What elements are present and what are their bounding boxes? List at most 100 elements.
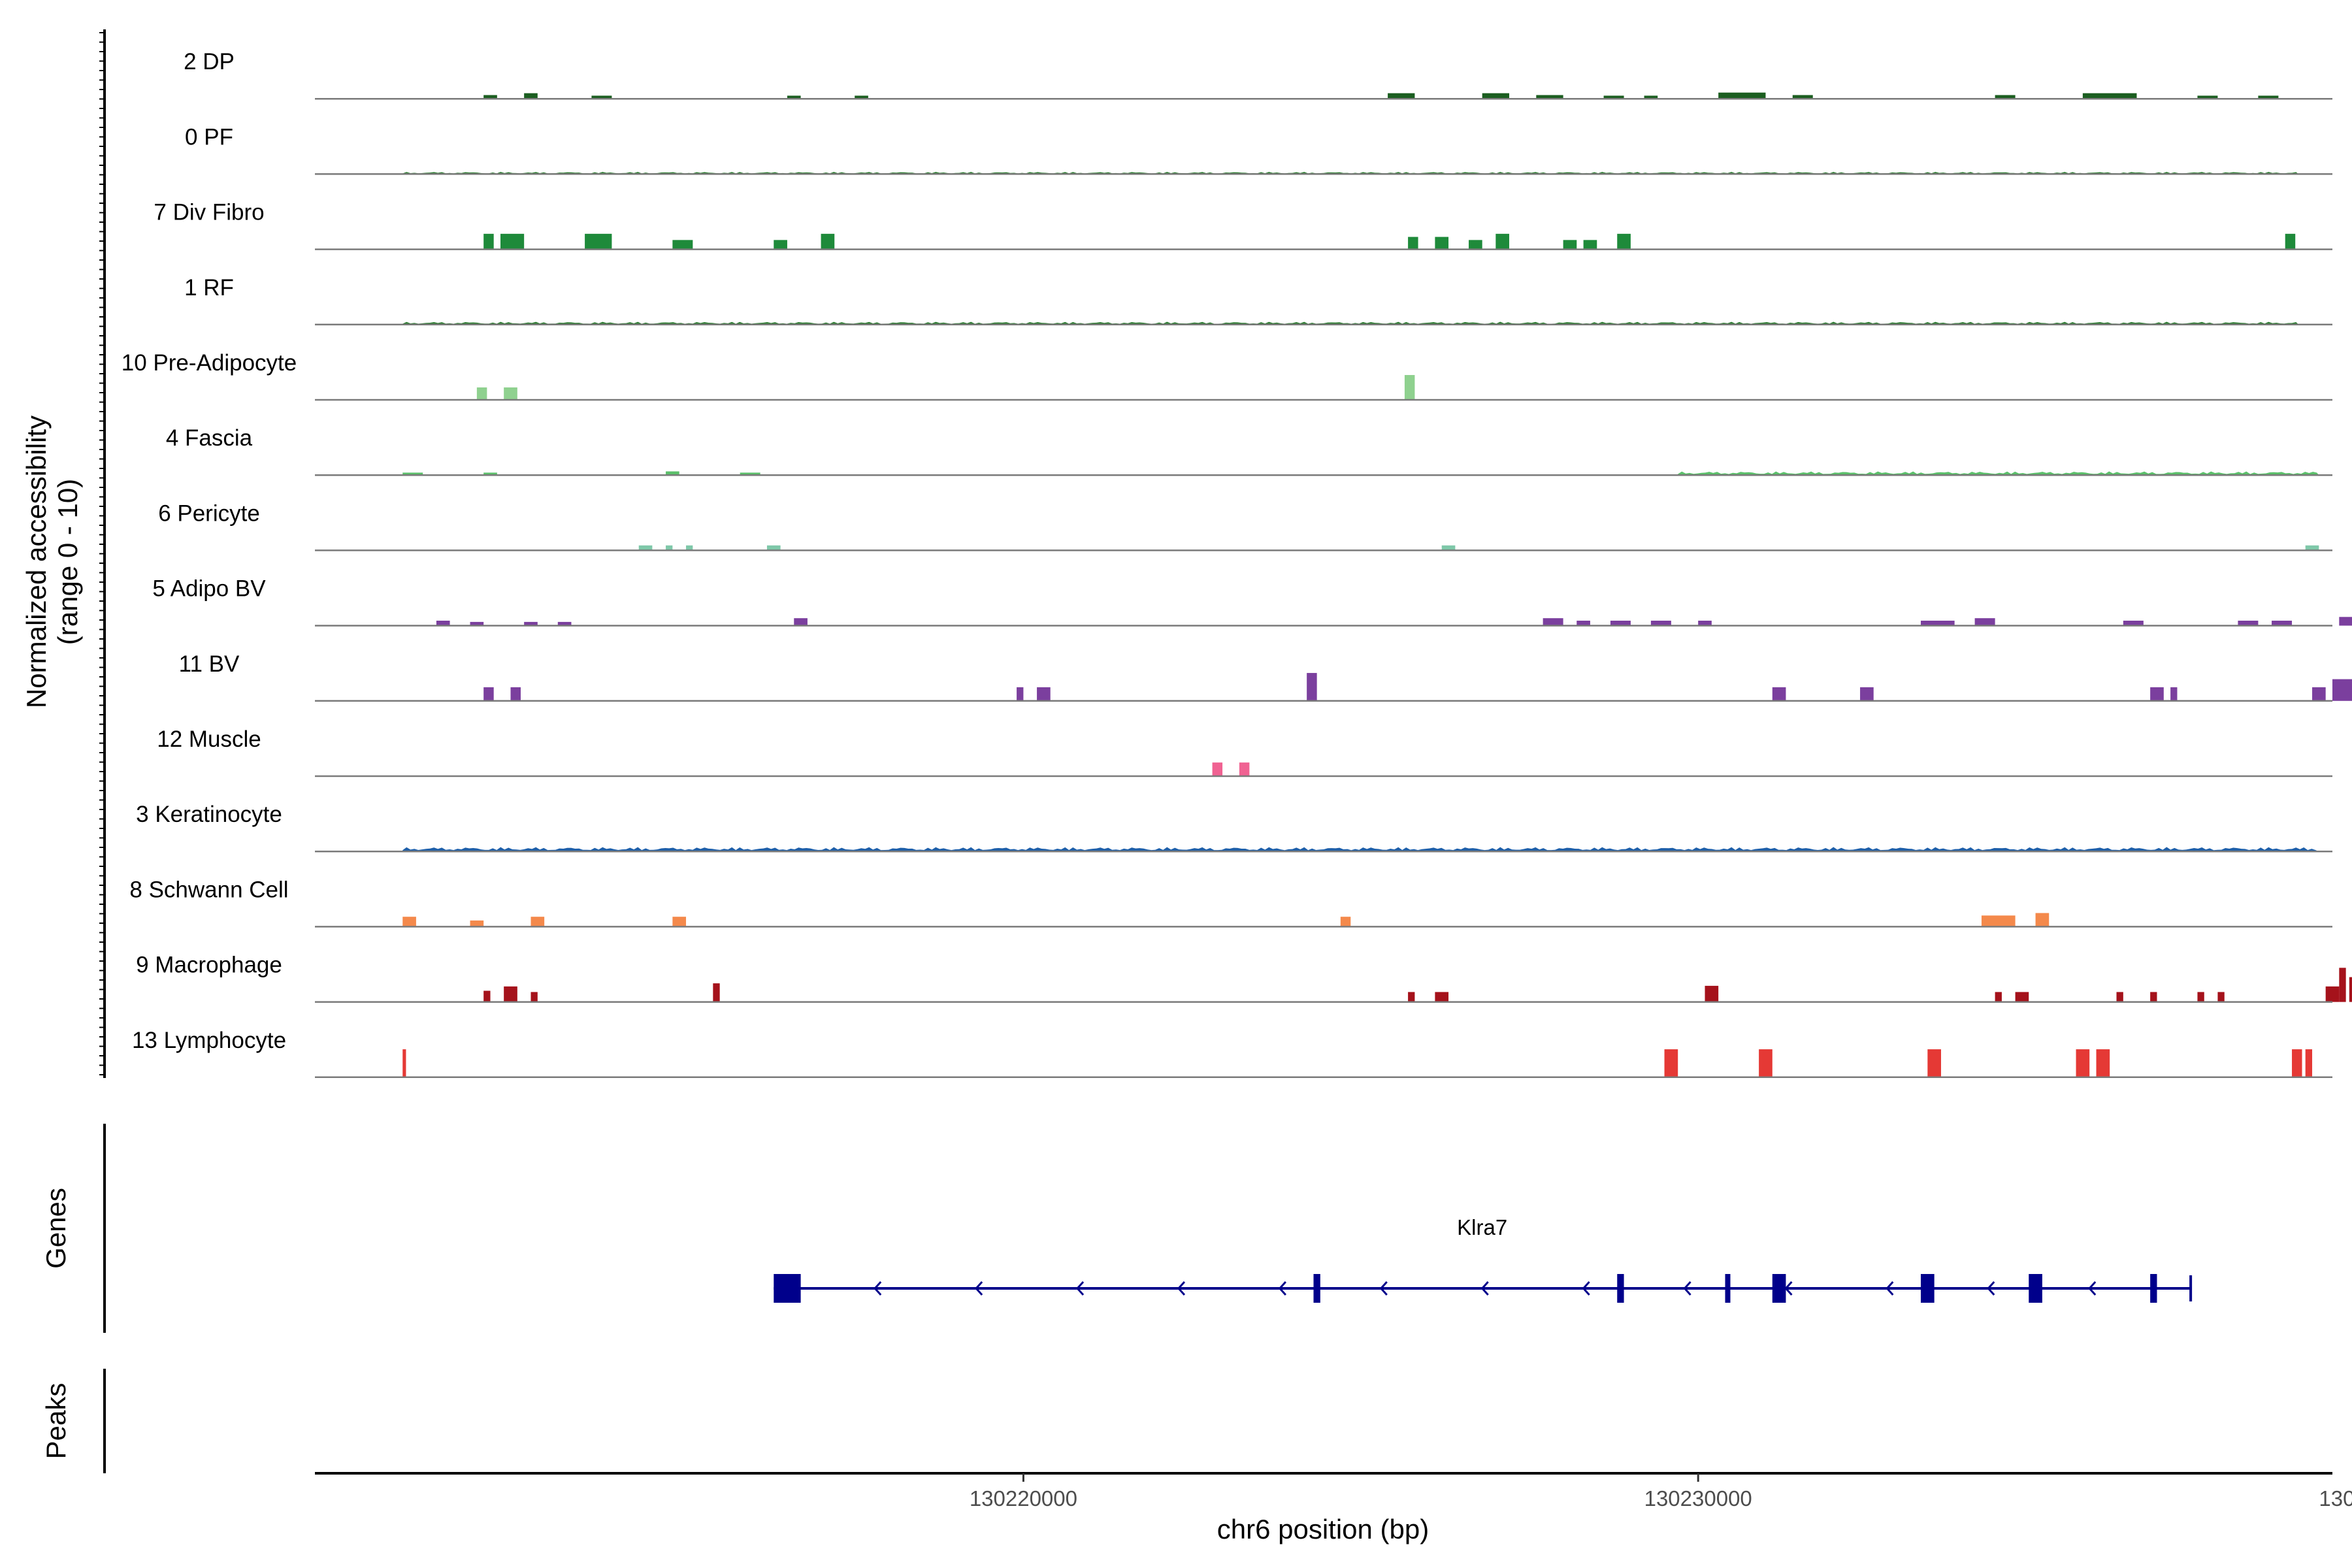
x-tick-label: 130220000 <box>970 1486 1077 1511</box>
coverage-peak <box>470 920 484 927</box>
coverage-peak <box>2170 687 2178 701</box>
peaks-panel: Peaks <box>41 1369 106 1473</box>
coverage-peak <box>2123 621 2144 626</box>
strand-arrow <box>1987 1281 1995 1296</box>
y-axis-title: Normalized accessibility <box>21 416 52 708</box>
coverage-peak <box>504 986 517 1002</box>
track-label: 6 Pericyte <box>158 500 260 526</box>
gene-exon <box>1617 1274 1624 1303</box>
gene-exon <box>1313 1274 1320 1303</box>
gene-exon <box>1921 1274 1935 1303</box>
coverage-peak <box>1974 618 1995 626</box>
track-13: 13 Lymphocyte <box>132 1028 2332 1079</box>
gene-name-label: Klra7 <box>1457 1215 1507 1239</box>
coverage-peak <box>1037 687 1051 701</box>
x-axis-title: chr6 position (bp) <box>1217 1514 1429 1544</box>
coverage-peak <box>713 983 720 1002</box>
coverage-peak <box>1435 992 1449 1002</box>
track-6: 6 Pericyte <box>158 500 2332 551</box>
coverage-peak <box>402 917 416 927</box>
coverage-peak <box>1307 673 1317 701</box>
coverage-peak <box>2035 913 2050 927</box>
coverage-peak <box>1603 95 1624 99</box>
coverage-peak <box>1927 1049 1941 1077</box>
y-axis-subtitle: (range 0 - 10) <box>52 479 83 645</box>
coverage-peak <box>1698 621 1712 626</box>
track-0: 2 DP <box>184 49 2332 100</box>
peaks-panel-label: Peaks <box>41 1383 71 1460</box>
coverage-peak <box>1644 95 1658 99</box>
coverage-peak <box>2325 986 2340 1002</box>
coverage-peak <box>524 93 538 99</box>
coverage-peak <box>1981 915 2016 927</box>
strand-arrow <box>1379 1281 1388 1296</box>
track-8: 11 BV <box>179 651 2352 702</box>
coverage-peak <box>2096 1049 2110 1077</box>
coverage-peak <box>1408 992 1415 1002</box>
coverage-peak <box>1017 687 1024 701</box>
track-label: 8 Schwann Cell <box>129 877 288 902</box>
coverage-peak <box>436 621 450 626</box>
coverage-peak <box>1610 621 1631 626</box>
track-label: 2 DP <box>184 49 235 74</box>
track-label: 12 Muscle <box>157 727 261 752</box>
gene-exon <box>1772 1274 1786 1303</box>
coverage-peak <box>483 687 494 701</box>
coverage-peak <box>2217 992 2225 1002</box>
coverage-peak <box>740 472 760 476</box>
strand-arrow <box>2088 1281 2097 1296</box>
coverage-peak <box>2272 621 2293 626</box>
coverage-peak <box>1408 237 1418 250</box>
coverage-peak <box>1921 621 1955 626</box>
coverage-peak <box>483 990 491 1002</box>
coverage-peak <box>821 233 835 250</box>
coverage-peak <box>2116 992 2123 1002</box>
coverage-peak <box>787 95 801 99</box>
coverage-peak <box>531 992 538 1002</box>
track-label: 5 Adipo BV <box>152 576 266 602</box>
track-7: 5 Adipo BV <box>152 576 2352 627</box>
strand-arrow <box>1886 1281 1894 1296</box>
coverage-peak <box>1536 95 1563 99</box>
coverage-peak <box>686 545 693 551</box>
strand-arrow <box>1683 1281 1691 1296</box>
coverage-peak <box>638 545 653 551</box>
coverage-peak <box>666 545 673 551</box>
coverage-peak <box>672 917 687 927</box>
coverage-peak <box>2305 1049 2313 1077</box>
track-label: 0 PF <box>185 124 233 150</box>
track-3: 1 RF <box>184 275 2332 326</box>
coverage-peak <box>794 618 808 626</box>
coverage-peak <box>585 233 612 250</box>
track-5: 4 Fascia <box>166 425 2332 476</box>
coverage-peak <box>2349 977 2352 1002</box>
coverage-peak <box>1441 545 1456 551</box>
coverage-peak <box>2312 687 2326 701</box>
coverage-peak <box>1664 1049 1678 1077</box>
genes-panel-label: Genes <box>41 1188 71 1269</box>
coverage-peak <box>774 240 787 250</box>
coverage-peak <box>2339 968 2346 1002</box>
gene-exon <box>774 1274 801 1303</box>
coverage-peak <box>2339 617 2352 626</box>
coverage-peak <box>2238 621 2259 626</box>
strand-arrow <box>1582 1281 1590 1296</box>
coverage-peak <box>504 387 517 400</box>
track-2: 7 Div Fibro <box>154 200 2332 250</box>
strand-arrow <box>1278 1281 1286 1296</box>
coverage-peak <box>1340 917 1351 927</box>
coverage-peak <box>1495 233 1510 250</box>
coverage-peak <box>1583 240 1597 250</box>
coverage-peak <box>1995 992 2002 1002</box>
strand-arrow <box>975 1281 983 1296</box>
track-1: 0 PF <box>185 124 2332 175</box>
coverage-peak <box>766 545 781 551</box>
coverage-peak <box>2150 687 2164 701</box>
track-label: 1 RF <box>184 275 234 301</box>
coverage-tracks: 2 DP 0 PF 7 Div Fibro 1 RF 10 Pre-Adipocyte 4… <box>122 49 2352 1079</box>
coverage-peak <box>1617 233 1631 250</box>
coverage-peak <box>1482 93 1510 99</box>
strand-arrow <box>1480 1281 1489 1296</box>
coverage-peak <box>2197 992 2204 1002</box>
